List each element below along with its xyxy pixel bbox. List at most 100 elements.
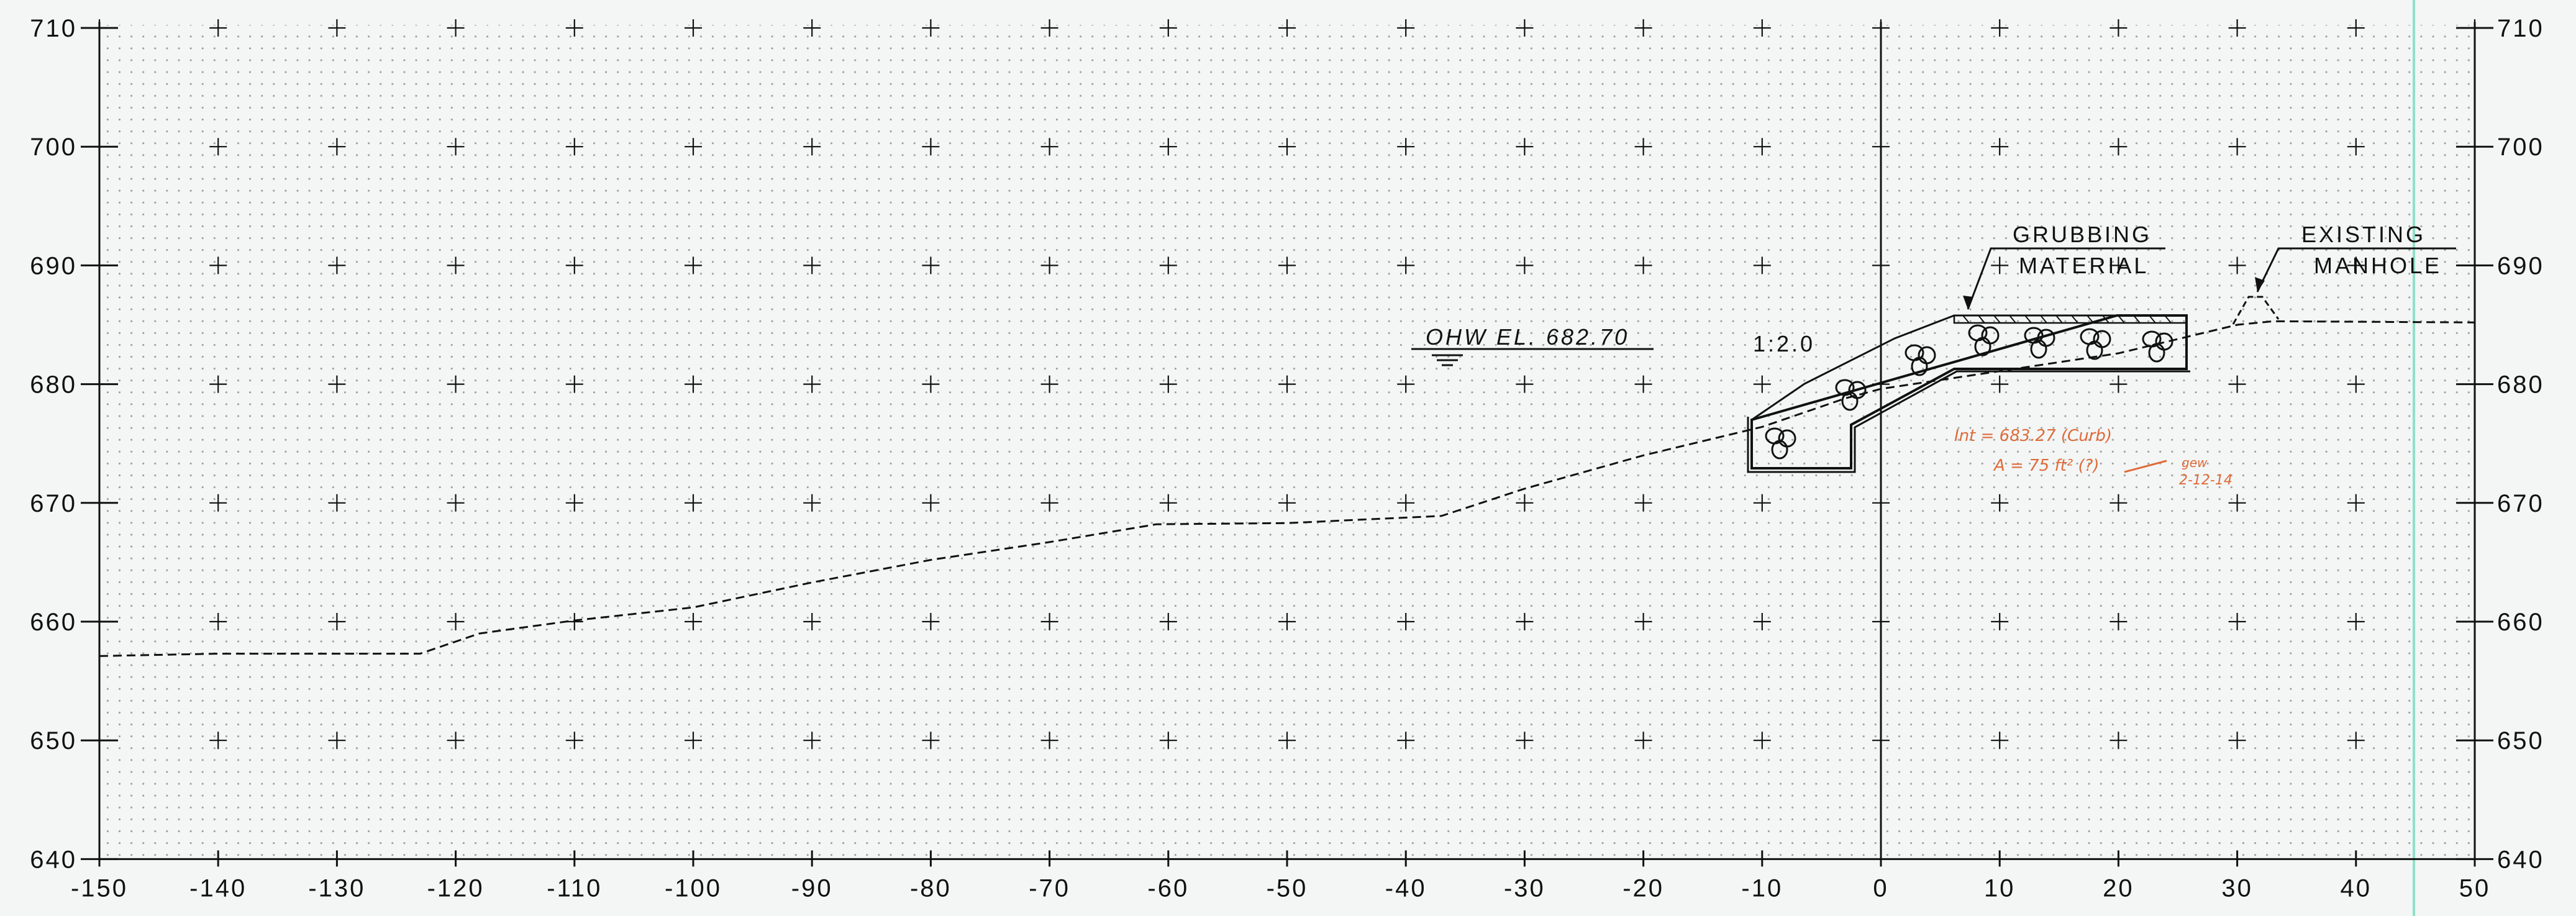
y-axis-ticks: 710 710 700 700 690 690 680 680 670 670 660 660 650 6…	[30, 15, 2544, 873]
grid-cross	[2347, 613, 2365, 630]
grid-cross	[209, 732, 227, 750]
x-tick-label: -100	[665, 874, 722, 902]
grid-cross	[922, 19, 940, 37]
grid-cross	[2347, 494, 2365, 512]
grid-cross	[565, 256, 583, 274]
grid-cross	[1753, 494, 1771, 512]
grid-cross	[2347, 732, 2365, 750]
grubbing-label-line2: MATERIAL	[2019, 253, 2149, 278]
grid-cross	[1634, 732, 1652, 750]
grid-cross	[565, 732, 583, 750]
grid-cross	[1634, 494, 1652, 512]
grid-cross	[2228, 375, 2246, 393]
grid-cross	[2109, 375, 2128, 393]
grid-cross	[1278, 613, 1296, 630]
grubbing-label-line1: GRUBBING	[2013, 222, 2152, 247]
x-tick-label: -150	[71, 874, 128, 902]
existing-ground-profile	[99, 320, 2475, 657]
grid-cross	[565, 138, 583, 156]
grid-cross	[1397, 138, 1415, 156]
x-tick-label: -10	[1741, 874, 1783, 902]
grid-cross	[447, 494, 465, 512]
grid-cross	[1991, 494, 2009, 512]
grid-cross	[328, 494, 346, 512]
grid-cross	[1753, 138, 1771, 156]
x-tick-label: -50	[1267, 874, 1308, 902]
grid-cross	[1040, 19, 1058, 37]
grid-cross	[1397, 375, 1415, 393]
handwritten-line2: A = 75 ft² (?)	[1993, 456, 2100, 475]
x-tick-label: 10	[1984, 874, 2016, 902]
grid-cross	[1397, 732, 1415, 750]
grid-cross	[1516, 375, 1534, 393]
grid-cross	[1516, 138, 1534, 156]
y-tick-label-left: 700	[30, 134, 77, 161]
grid-cross	[1278, 19, 1296, 37]
grid-cross	[1991, 375, 2009, 393]
grid-cross	[1278, 256, 1296, 274]
grid-cross	[685, 256, 702, 274]
grid-cross	[447, 375, 465, 393]
grid-cross	[685, 19, 702, 37]
grid-cross	[1634, 19, 1652, 37]
grid-cross	[328, 19, 346, 37]
grid-cross	[2109, 494, 2128, 512]
grid-cross	[1159, 138, 1177, 156]
grid-cross	[209, 19, 227, 37]
grid-cross	[1159, 19, 1177, 37]
grid-cross	[1516, 732, 1534, 750]
x-tick-label: -80	[910, 874, 952, 902]
axes	[98, 22, 2476, 860]
grid-cross	[209, 613, 227, 630]
grid-cross	[447, 256, 465, 274]
grid-cross	[1278, 375, 1296, 393]
grid-cross	[1753, 375, 1771, 393]
grid-cross	[1159, 613, 1177, 630]
dot-grid	[99, 25, 2474, 857]
grid-cross	[2228, 256, 2246, 274]
grid-cross	[922, 375, 940, 393]
x-tick-label: -30	[1504, 874, 1545, 902]
grid-cross	[447, 138, 465, 156]
x-tick-label: -70	[1029, 874, 1070, 902]
grid-cross	[803, 19, 821, 37]
grid-cross	[1753, 19, 1771, 37]
grid-cross	[1991, 138, 2009, 156]
y-tick-label-right: 640	[2497, 846, 2544, 873]
manhole-label-line2: MANHOLE	[2314, 253, 2442, 278]
grid-cross	[1516, 613, 1534, 630]
grid-cross	[2109, 613, 2128, 630]
grid-cross	[803, 375, 821, 393]
grid-cross	[565, 19, 583, 37]
x-tick-label: -40	[1385, 874, 1427, 902]
x-tick-label: -60	[1147, 874, 1189, 902]
grid-cross	[1634, 138, 1652, 156]
y-tick-label-right: 710	[2497, 15, 2544, 42]
handwritten-line1: Int = 683.27 (Curb)	[1954, 427, 2112, 445]
grid-cross	[565, 375, 583, 393]
grid-cross	[1634, 375, 1652, 393]
grid-cross	[685, 138, 702, 156]
grid-cross	[685, 613, 702, 630]
grid-cross	[1516, 19, 1534, 37]
grid-cross	[1634, 613, 1652, 630]
grid-cross	[922, 256, 940, 274]
grid-cross	[2109, 256, 2128, 274]
grid-cross	[685, 494, 702, 512]
stone-symbol	[2024, 327, 2055, 359]
grid-cross	[2228, 494, 2246, 512]
grid-cross	[2228, 19, 2246, 37]
grid-cross	[1753, 256, 1771, 274]
existing-manhole-callout: EXISTING MANHOLE	[2255, 222, 2456, 292]
x-tick-label: -20	[1623, 874, 1664, 902]
riprap-stone-symbols	[1765, 324, 2173, 460]
grid-cross	[1634, 256, 1652, 274]
ohw-annotation: OHW EL. 682.70	[1411, 324, 1654, 366]
grid-cross	[209, 256, 227, 274]
slope-label: 1:2.0	[1753, 331, 1815, 356]
x-tick-label: -90	[791, 874, 833, 902]
grid-cross	[565, 494, 583, 512]
grid-cross	[2347, 138, 2365, 156]
grid-cross	[1991, 19, 2009, 37]
